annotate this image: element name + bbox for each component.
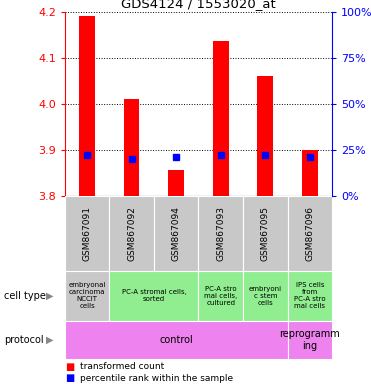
FancyBboxPatch shape [243, 271, 288, 321]
Text: ▶: ▶ [46, 291, 54, 301]
Text: ■: ■ [65, 362, 74, 372]
Text: ▶: ▶ [46, 335, 54, 345]
Text: ■: ■ [65, 373, 74, 383]
Text: cell type: cell type [4, 291, 46, 301]
Bar [257, 76, 273, 196]
FancyBboxPatch shape [65, 271, 109, 321]
Title: GDS4124 / 1553020_at: GDS4124 / 1553020_at [121, 0, 276, 10]
Text: GSM867092: GSM867092 [127, 206, 136, 261]
Text: control: control [160, 335, 193, 345]
FancyBboxPatch shape [288, 271, 332, 321]
Bar [302, 150, 318, 196]
FancyBboxPatch shape [109, 271, 198, 321]
Text: IPS cells
from
PC-A stro
mal cells: IPS cells from PC-A stro mal cells [294, 282, 326, 309]
Text: reprogramm
ing: reprogramm ing [279, 329, 340, 351]
FancyBboxPatch shape [288, 196, 332, 271]
Text: embryonal
carcinoma
NCCIT
cells: embryonal carcinoma NCCIT cells [69, 282, 106, 309]
Text: GSM867095: GSM867095 [261, 206, 270, 261]
Text: PC-A stromal cells,
sorted: PC-A stromal cells, sorted [122, 289, 186, 302]
Bar [124, 99, 139, 196]
Text: protocol: protocol [4, 335, 43, 345]
Text: embryoni
c stem
cells: embryoni c stem cells [249, 286, 282, 306]
Bar [213, 41, 229, 196]
FancyBboxPatch shape [288, 321, 332, 359]
Text: GSM867096: GSM867096 [305, 206, 314, 261]
Text: percentile rank within the sample: percentile rank within the sample [80, 374, 233, 383]
FancyBboxPatch shape [65, 321, 288, 359]
Text: GSM867093: GSM867093 [216, 206, 225, 261]
Text: GSM867094: GSM867094 [172, 206, 181, 261]
Bar [79, 16, 95, 196]
FancyBboxPatch shape [154, 196, 198, 271]
Text: PC-A stro
mal cells,
cultured: PC-A stro mal cells, cultured [204, 286, 237, 306]
FancyBboxPatch shape [198, 271, 243, 321]
FancyBboxPatch shape [198, 196, 243, 271]
Text: GSM867091: GSM867091 [83, 206, 92, 261]
FancyBboxPatch shape [243, 196, 288, 271]
FancyBboxPatch shape [65, 196, 109, 271]
FancyBboxPatch shape [109, 196, 154, 271]
Text: transformed count: transformed count [80, 362, 164, 371]
Bar [168, 170, 184, 196]
